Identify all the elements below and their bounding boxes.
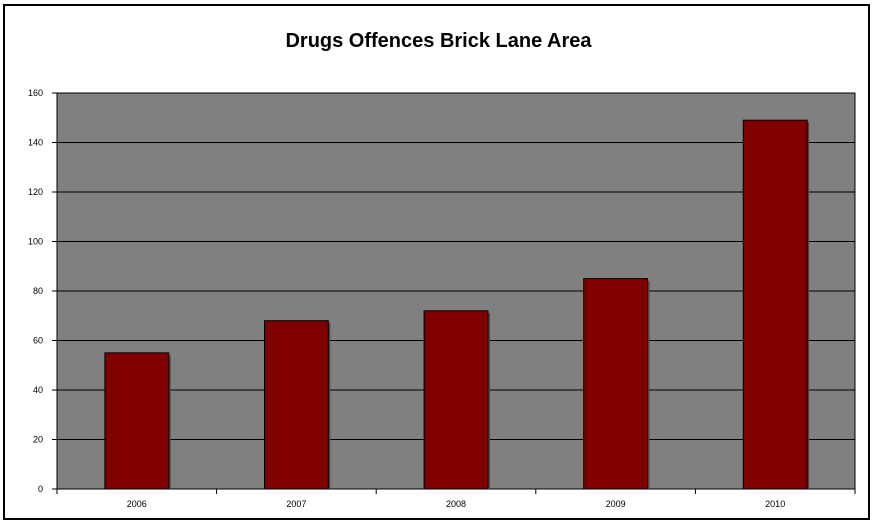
bar [583, 278, 649, 490]
bar [104, 352, 170, 490]
x-tick-label: 2007 [286, 499, 306, 509]
bar [423, 310, 489, 490]
y-tick-label: 40 [33, 385, 43, 395]
y-tick-label: 0 [38, 484, 43, 494]
x-tick-label: 2010 [765, 499, 785, 509]
y-tick-label: 100 [28, 237, 43, 247]
x-tick-label: 2009 [606, 499, 626, 509]
y-tick-label: 80 [33, 286, 43, 296]
x-tick-label: 2008 [446, 499, 466, 509]
y-tick-label: 140 [28, 138, 43, 148]
y-tick-label: 160 [28, 88, 43, 98]
y-tick-label: 120 [28, 187, 43, 197]
chart-title: Drugs Offences Brick Lane Area [285, 30, 592, 52]
y-tick-label: 20 [33, 435, 43, 445]
bar [263, 320, 329, 490]
bar [742, 119, 808, 490]
y-tick-label: 60 [33, 336, 43, 346]
x-tick-label: 2006 [127, 499, 147, 509]
